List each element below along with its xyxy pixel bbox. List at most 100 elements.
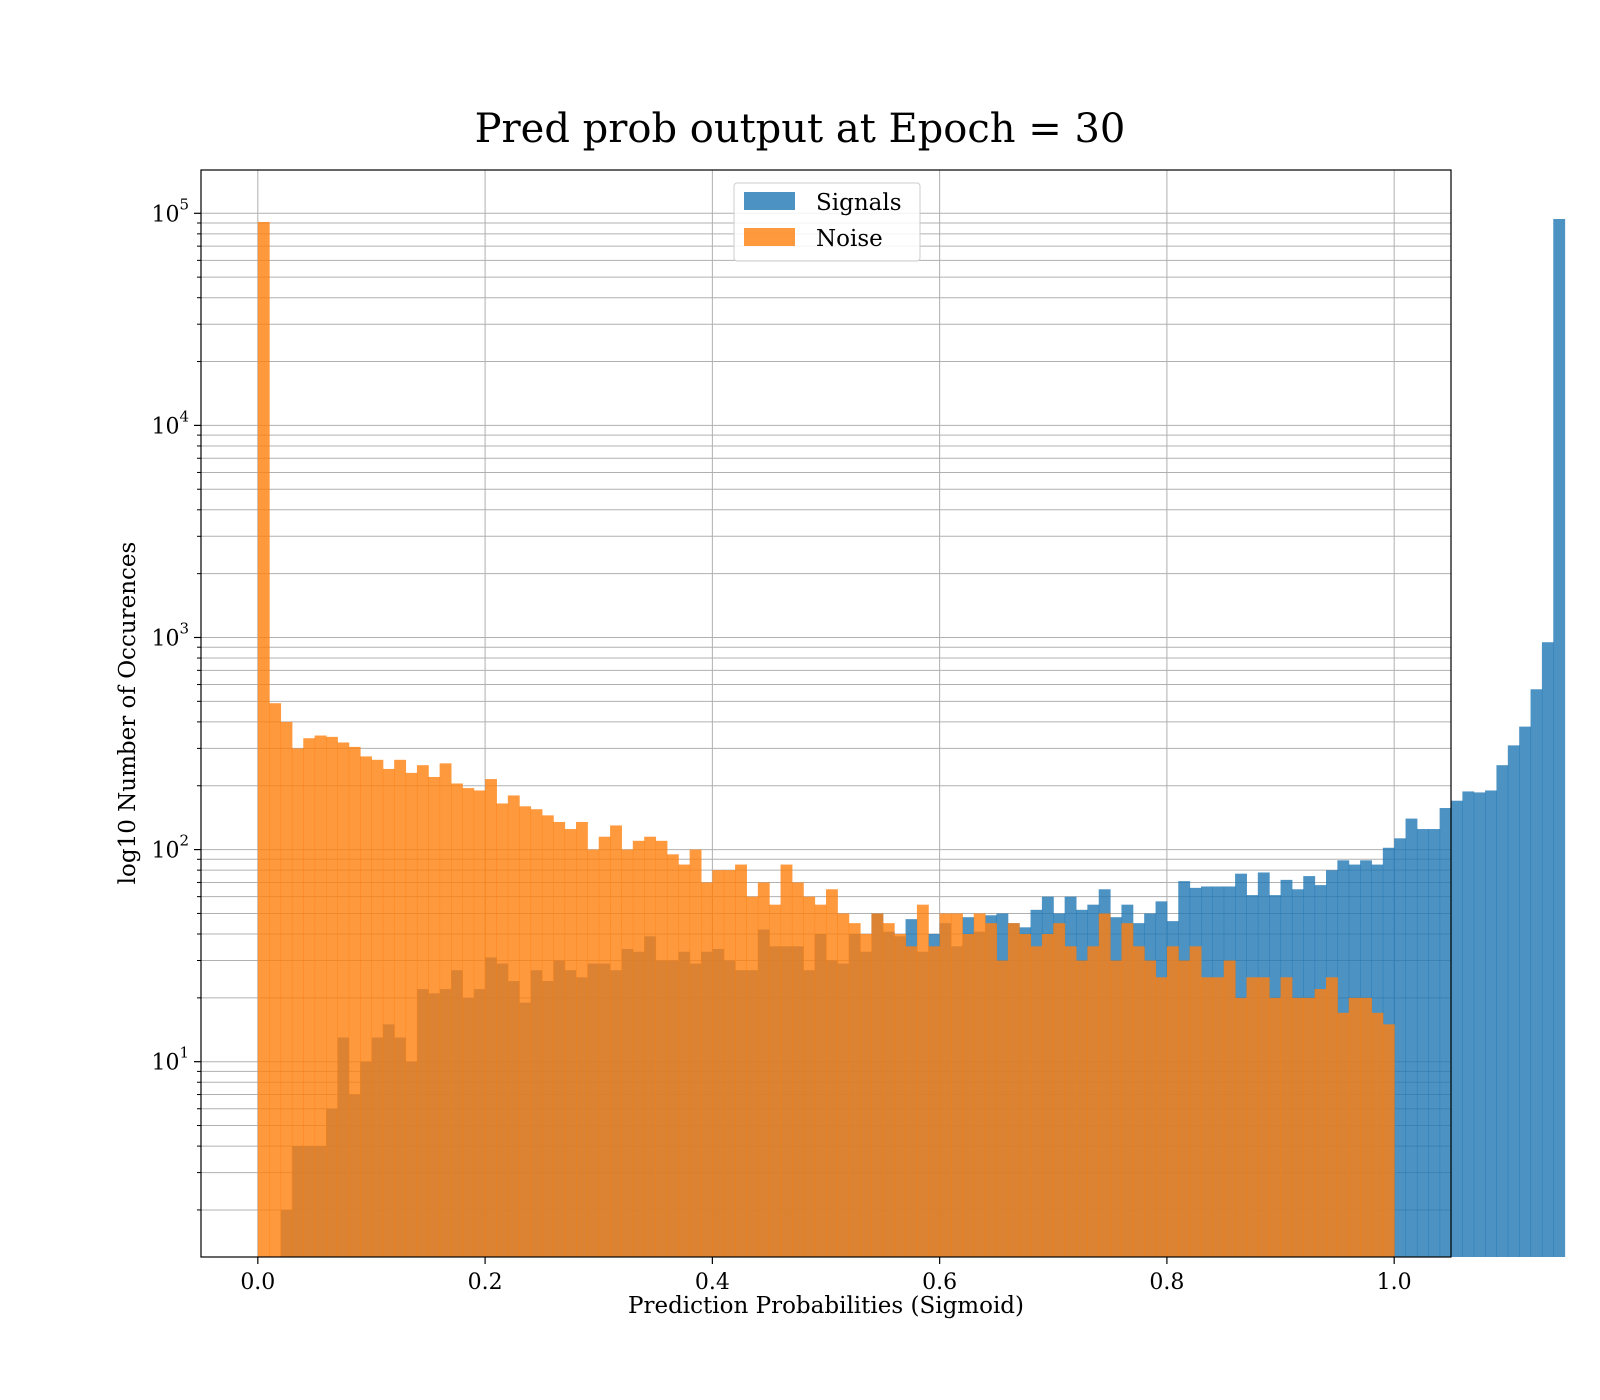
bar-noise: [303, 738, 316, 1257]
bar-noise: [632, 840, 645, 1257]
y-tick-label: 103: [151, 619, 189, 651]
bar-noise: [928, 946, 941, 1257]
bar-noise: [496, 803, 509, 1257]
y-tick-label: 105: [151, 195, 189, 227]
bar-signals: [1451, 800, 1463, 1257]
bar-noise: [519, 806, 532, 1257]
bar-noise: [257, 221, 270, 1257]
bar-noise: [1155, 977, 1168, 1257]
bar-noise: [348, 746, 361, 1257]
bar-signals: [1485, 790, 1497, 1257]
x-tick-label: 0.8: [1149, 1270, 1184, 1295]
y-axis-label: log10 Number of Occurences: [115, 542, 141, 885]
bar-noise: [769, 904, 782, 1257]
bar-noise: [1303, 997, 1316, 1257]
bar-noise: [269, 703, 282, 1257]
bar-noise: [780, 864, 793, 1257]
bar-noise: [1019, 933, 1032, 1257]
bar-signals: [1473, 792, 1486, 1257]
bar-noise: [791, 882, 804, 1257]
x-tick-label: 0.4: [695, 1270, 730, 1295]
legend-swatch-noise: [744, 228, 795, 246]
bar-noise: [1041, 933, 1054, 1257]
bar-noise: [1371, 1012, 1384, 1257]
bar-noise: [1144, 960, 1157, 1257]
bar-noise: [314, 735, 327, 1257]
y-axis-ticks: 101 102 103 104 105: [151, 195, 201, 1211]
bar-noise: [439, 763, 452, 1257]
legend-label-noise: Noise: [816, 226, 883, 252]
bar-noise: [1053, 923, 1066, 1257]
bar-noise: [1314, 989, 1327, 1257]
bar-signals: [1439, 808, 1452, 1257]
bar-noise: [610, 825, 622, 1257]
legend-label-signals: Signals: [816, 190, 902, 216]
bar-noise: [360, 756, 372, 1257]
bar-noise: [1360, 997, 1372, 1257]
bar-noise: [655, 840, 668, 1257]
bar-noise: [541, 815, 554, 1257]
legend: Signals Noise: [733, 182, 921, 262]
bar-noise: [1087, 946, 1100, 1257]
bar-noise: [1132, 946, 1145, 1257]
bar-noise: [1110, 960, 1122, 1257]
bar-noise: [723, 870, 736, 1257]
bar-signals: [1394, 838, 1407, 1257]
bar-signals: [1541, 642, 1554, 1257]
bar-noise: [1269, 997, 1282, 1257]
bar-signals: [1405, 818, 1418, 1257]
bar-noise: [1030, 946, 1043, 1257]
bar-noise: [1337, 1012, 1350, 1257]
bar-noise: [280, 721, 293, 1257]
bar-noise: [326, 736, 338, 1257]
bar-noise: [1382, 1024, 1395, 1257]
bar-noise: [826, 889, 838, 1257]
y-tick-label: 101: [151, 1044, 189, 1076]
legend-swatch-signals: [744, 192, 795, 210]
bar-noise: [814, 904, 827, 1257]
bar-noise: [598, 836, 611, 1257]
bar-noise: [678, 864, 691, 1257]
bar-noise: [1246, 977, 1259, 1257]
bar-noise: [1326, 977, 1338, 1257]
bar-noise: [553, 821, 566, 1257]
bar-noise: [701, 882, 713, 1257]
x-axis-ticks: 0.0 0.2 0.4 0.6 0.8 1.0: [240, 1257, 1412, 1295]
bar-noise: [1166, 946, 1179, 1257]
bar-signals: [1530, 689, 1543, 1257]
bar-noise: [1189, 946, 1202, 1257]
chart-title: Pred prob output at Epoch = 30: [475, 106, 1126, 152]
bar-noise: [1212, 977, 1225, 1257]
bar-noise: [973, 913, 986, 1257]
bar-noise: [939, 913, 952, 1257]
bar-noise: [587, 849, 600, 1257]
bar-noise: [860, 933, 872, 1257]
bar-noise: [416, 765, 429, 1257]
bar-noise: [666, 854, 679, 1257]
bar-noise: [837, 913, 850, 1257]
bar-noise: [644, 836, 657, 1257]
x-tick-label: 1.0: [1377, 1270, 1412, 1295]
bar-noise: [337, 742, 350, 1257]
bar-signals: [1553, 218, 1566, 1258]
x-tick-label: 0.2: [468, 1270, 503, 1295]
bar-noise: [735, 864, 747, 1257]
bar-noise: [530, 809, 543, 1257]
bar-noise: [905, 946, 918, 1257]
bar-noise: [985, 923, 997, 1257]
bar-signals: [1507, 745, 1520, 1257]
bar-noise: [621, 849, 634, 1257]
bar-noise: [405, 772, 418, 1257]
bar-noise: [382, 768, 395, 1257]
bar-noise: [507, 795, 520, 1257]
bar-signals: [1496, 765, 1509, 1257]
bar-noise: [1064, 946, 1077, 1257]
bar-noise: [882, 923, 895, 1257]
bar-noise: [371, 759, 384, 1257]
bar-signals: [1416, 829, 1429, 1257]
bar-noise: [1201, 977, 1213, 1257]
bar-signals: [1462, 791, 1475, 1257]
bar-noise: [962, 933, 975, 1257]
bar-noise: [848, 923, 861, 1257]
